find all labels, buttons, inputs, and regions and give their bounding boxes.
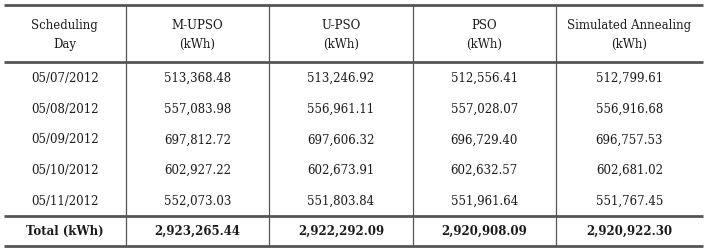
Text: U-PSO
(kWh): U-PSO (kWh) (321, 19, 360, 50)
Text: 602,927.22: 602,927.22 (164, 164, 231, 176)
Text: 557,028.07: 557,028.07 (450, 102, 518, 115)
Text: 2,923,265.44: 2,923,265.44 (154, 224, 240, 237)
Text: 551,803.84: 551,803.84 (307, 194, 374, 207)
Text: 05/11/2012: 05/11/2012 (31, 194, 99, 207)
Text: 05/08/2012: 05/08/2012 (31, 102, 99, 115)
Text: 551,767.45: 551,767.45 (596, 194, 663, 207)
Text: M-UPSO
(kWh): M-UPSO (kWh) (172, 19, 223, 50)
Text: 2,920,908.09: 2,920,908.09 (441, 224, 527, 237)
Text: 697,812.72: 697,812.72 (164, 133, 231, 146)
Text: PSO
(kWh): PSO (kWh) (466, 19, 503, 50)
Text: Scheduling
Day: Scheduling Day (31, 19, 98, 50)
Text: 512,556.41: 512,556.41 (450, 72, 518, 84)
Text: 697,606.32: 697,606.32 (307, 133, 374, 146)
Text: 513,368.48: 513,368.48 (164, 72, 231, 84)
Text: 2,922,292.09: 2,922,292.09 (298, 224, 384, 237)
Text: 602,673.91: 602,673.91 (307, 164, 374, 176)
Text: 05/09/2012: 05/09/2012 (31, 133, 99, 146)
Text: 602,632.57: 602,632.57 (450, 164, 518, 176)
Text: 696,757.53: 696,757.53 (596, 133, 663, 146)
Text: Total (kWh): Total (kWh) (26, 224, 104, 237)
Text: 552,073.03: 552,073.03 (164, 194, 231, 207)
Text: 512,799.61: 512,799.61 (596, 72, 663, 84)
Text: 05/07/2012: 05/07/2012 (31, 72, 99, 84)
Text: 05/10/2012: 05/10/2012 (31, 164, 99, 176)
Text: Simulated Annealing
(kWh): Simulated Annealing (kWh) (568, 19, 692, 50)
Text: 556,961.11: 556,961.11 (307, 102, 374, 115)
Text: 557,083.98: 557,083.98 (164, 102, 231, 115)
Text: 602,681.02: 602,681.02 (596, 164, 663, 176)
Text: 556,916.68: 556,916.68 (596, 102, 663, 115)
Text: 696,729.40: 696,729.40 (450, 133, 518, 146)
Text: 2,920,922.30: 2,920,922.30 (587, 224, 673, 237)
Text: 513,246.92: 513,246.92 (307, 72, 374, 84)
Text: 551,961.64: 551,961.64 (450, 194, 518, 207)
